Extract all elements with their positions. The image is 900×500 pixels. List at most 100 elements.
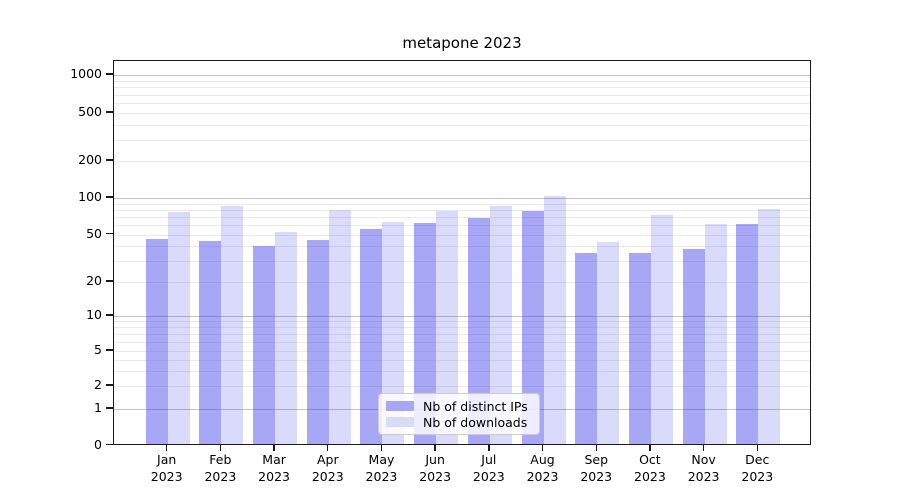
x-tick-mark bbox=[541, 444, 544, 451]
x-tick-mark bbox=[488, 444, 490, 451]
y-tick-label: 5 bbox=[94, 342, 102, 357]
gridline-minor bbox=[114, 87, 810, 89]
y-tick-label: 0 bbox=[94, 436, 102, 452]
y-tick-label: 20 bbox=[86, 273, 102, 288]
gridline-major bbox=[114, 75, 810, 76]
gridline-minor bbox=[114, 327, 810, 329]
y-tick-label: 1 bbox=[94, 400, 102, 415]
y-tick-label: 10 bbox=[86, 307, 102, 322]
x-tick-mark bbox=[273, 444, 275, 451]
bar-downloads bbox=[758, 209, 781, 444]
y-tick-mark bbox=[106, 314, 113, 316]
bar-distinct-ips bbox=[145, 238, 168, 444]
gridline-minor bbox=[114, 321, 810, 323]
legend: Nb of distinct IPs Nb of downloads bbox=[378, 393, 540, 435]
x-tick-label: Feb 2023 bbox=[204, 451, 237, 484]
x-tick-label: Dec 2023 bbox=[741, 451, 774, 484]
bar-downloads bbox=[704, 224, 727, 444]
y-tick-mark bbox=[106, 73, 113, 75]
gridline-minor bbox=[114, 234, 810, 236]
y-tick-mark bbox=[106, 384, 113, 386]
legend-swatch-distinct-ips-icon bbox=[386, 401, 414, 411]
gridline-minor bbox=[114, 359, 810, 361]
bar-downloads bbox=[221, 205, 244, 444]
y-tick-label: 200 bbox=[78, 152, 102, 167]
x-tick-label: Jun 2023 bbox=[419, 451, 452, 484]
y-tick-mark bbox=[106, 196, 113, 198]
gridline-major bbox=[114, 198, 810, 199]
x-tick-label: May 2023 bbox=[365, 451, 398, 484]
bar-downloads bbox=[543, 195, 566, 444]
gridline-major bbox=[114, 316, 810, 317]
y-tick-mark bbox=[106, 159, 113, 161]
gridline-minor bbox=[114, 161, 810, 162]
gridline-minor bbox=[114, 334, 810, 335]
x-tick-label: Nov 2023 bbox=[687, 451, 720, 484]
gridline-minor bbox=[114, 351, 810, 352]
legend-label-downloads: Nb of downloads bbox=[423, 414, 528, 430]
gridline-minor bbox=[114, 94, 810, 96]
gridline-minor bbox=[114, 80, 810, 82]
gridline-minor bbox=[114, 246, 810, 248]
y-tick-label: 50 bbox=[86, 225, 102, 241]
x-tick-label: Oct 2023 bbox=[634, 451, 666, 484]
bar-downloads bbox=[436, 211, 459, 444]
plot-area bbox=[113, 60, 811, 445]
y-tick-label: 1000 bbox=[70, 66, 102, 81]
gridline-minor bbox=[114, 209, 810, 211]
x-tick-mark bbox=[434, 444, 436, 451]
bar-distinct-ips bbox=[575, 252, 598, 444]
x-tick-mark bbox=[166, 444, 168, 451]
bar-downloads bbox=[489, 205, 512, 444]
bar-distinct-ips bbox=[199, 241, 222, 444]
bar-distinct-ips bbox=[360, 228, 383, 444]
x-tick-mark bbox=[380, 444, 383, 451]
y-tick-label: 100 bbox=[78, 189, 102, 204]
y-tick-mark bbox=[106, 349, 113, 351]
gridline-minor bbox=[114, 370, 810, 372]
bar-distinct-ips bbox=[628, 252, 651, 444]
gridline-minor bbox=[114, 224, 810, 226]
bar-distinct-ips bbox=[306, 239, 329, 444]
y-tick-label: 2 bbox=[94, 377, 102, 392]
bar-downloads bbox=[328, 210, 351, 444]
bar-distinct-ips bbox=[467, 218, 490, 444]
bar-distinct-ips bbox=[682, 248, 705, 444]
x-tick-label: Jan 2023 bbox=[150, 451, 183, 484]
x-tick-label: Sep 2023 bbox=[580, 451, 613, 484]
y-tick-label: 500 bbox=[78, 104, 102, 119]
legend-entry-distinct-ips: Nb of distinct IPs bbox=[386, 398, 531, 414]
x-tick-label: Mar 2023 bbox=[258, 451, 290, 484]
bar-downloads bbox=[650, 215, 673, 444]
x-tick-mark bbox=[756, 444, 758, 451]
bar-distinct-ips bbox=[253, 246, 276, 444]
bar-distinct-ips bbox=[736, 224, 759, 444]
x-tick-label: Jul 2023 bbox=[472, 451, 505, 484]
x-tick-mark bbox=[649, 444, 651, 451]
bar-downloads bbox=[382, 221, 405, 444]
gridline-minor bbox=[114, 386, 810, 387]
y-tick-mark bbox=[106, 443, 113, 446]
x-tick-mark bbox=[219, 444, 222, 451]
legend-swatch-downloads-icon bbox=[386, 417, 414, 427]
gridline-minor bbox=[114, 341, 810, 343]
bar-distinct-ips bbox=[414, 223, 437, 444]
y-tick-mark bbox=[106, 111, 113, 113]
x-tick-mark bbox=[327, 444, 329, 451]
gridline-minor bbox=[114, 216, 810, 218]
gridline-minor bbox=[114, 124, 810, 126]
bar-distinct-ips bbox=[521, 211, 544, 444]
bar-downloads bbox=[275, 232, 298, 444]
legend-entry-downloads: Nb of downloads bbox=[386, 414, 531, 430]
gridline-minor bbox=[114, 203, 810, 205]
gridline-minor bbox=[114, 139, 810, 141]
gridline-minor bbox=[114, 282, 810, 283]
bar-downloads bbox=[597, 242, 620, 444]
x-tick-mark bbox=[702, 444, 705, 451]
bar-downloads bbox=[167, 211, 190, 444]
gridline-minor bbox=[114, 103, 810, 104]
gridline-minor bbox=[114, 113, 810, 114]
legend-label-distinct-ips: Nb of distinct IPs bbox=[423, 398, 528, 414]
chart-title: metapone 2023 bbox=[402, 34, 522, 52]
